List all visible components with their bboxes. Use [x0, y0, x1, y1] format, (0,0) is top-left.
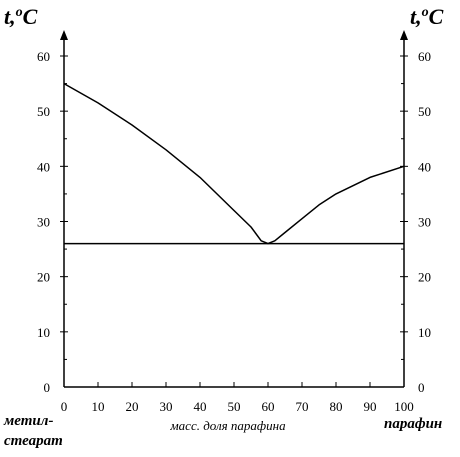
y-tick-label-right: 30 — [418, 215, 431, 230]
x-tick-label: 80 — [330, 399, 343, 414]
y-tick-label-left: 30 — [37, 215, 50, 230]
x-tick-label: 20 — [126, 399, 139, 414]
x-tick-label: 90 — [364, 399, 377, 414]
y-axis-title-left: t,oC — [4, 4, 38, 29]
y-tick-label-right: 10 — [418, 325, 431, 340]
x-tick-label: 40 — [194, 399, 207, 414]
x-tick-label: 70 — [296, 399, 309, 414]
y-tick-label-right: 40 — [418, 159, 431, 174]
y-tick-label-right: 60 — [418, 49, 431, 64]
y-tick-label-left: 60 — [37, 49, 50, 64]
x-tick-label: 30 — [160, 399, 173, 414]
left-end-label-line2: стеарат — [4, 433, 63, 449]
y-tick-label-right: 20 — [418, 270, 431, 285]
y-tick-label-left: 50 — [37, 104, 50, 119]
y-axis-left-arrow — [60, 30, 68, 40]
x-tick-label: 10 — [92, 399, 105, 414]
curves — [63, 82, 405, 245]
y-tick-label-right: 50 — [418, 104, 431, 119]
y-tick-label-right: 0 — [418, 380, 425, 395]
x-tick-label: 100 — [394, 399, 414, 414]
x-tick-label: 50 — [228, 399, 241, 414]
axes — [60, 30, 408, 388]
y-axis-title-right: t,oC — [410, 4, 444, 29]
liquidus-curve — [63, 82, 405, 245]
x-tick-label: 60 — [262, 399, 275, 414]
y-tick-label-left: 0 — [44, 380, 51, 395]
left-end-label-line1: метил- — [3, 413, 53, 429]
x-tick-label: 0 — [61, 399, 68, 414]
y-tick-label-left: 20 — [37, 270, 50, 285]
y-tick-label-left: 10 — [37, 325, 50, 340]
y-tick-label-left: 40 — [37, 159, 50, 174]
right-end-label: парафин — [384, 416, 442, 432]
y-axis-right-arrow — [400, 30, 408, 40]
x-axis-label: масс. доля парафина — [169, 418, 286, 433]
